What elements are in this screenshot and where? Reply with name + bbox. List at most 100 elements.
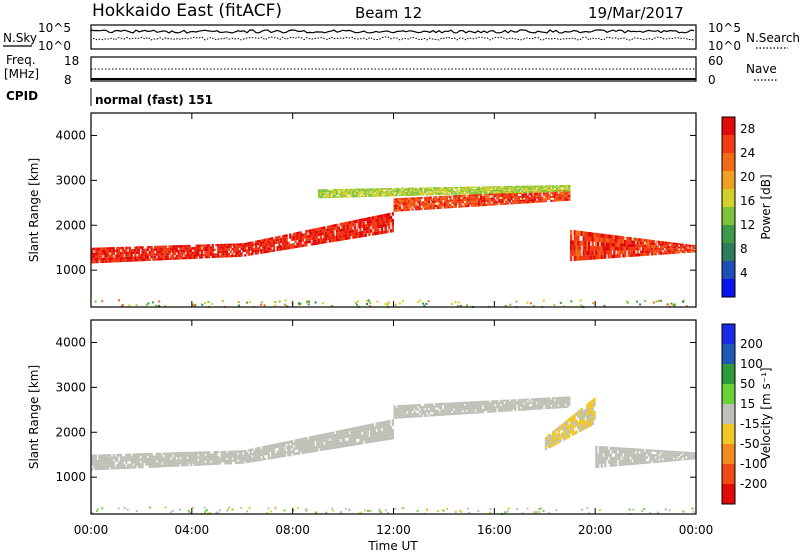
heatmap-cell bbox=[325, 190, 328, 193]
heatmap-cell bbox=[384, 437, 387, 441]
heatmap-cell bbox=[526, 301, 529, 304]
heatmap-cell bbox=[442, 198, 445, 201]
heatmap-cell bbox=[425, 203, 429, 206]
heatmap-cell bbox=[667, 458, 670, 460]
heatmap-cell bbox=[375, 422, 378, 426]
heatmap-cell bbox=[361, 191, 364, 193]
heatmap-cell bbox=[669, 246, 672, 249]
heatmap-cell bbox=[561, 432, 564, 436]
heatmap-cell bbox=[182, 459, 186, 462]
heatmap-cell bbox=[526, 188, 529, 190]
heatmap-cell bbox=[184, 454, 187, 457]
heatmap-cell bbox=[136, 455, 139, 459]
heatmap-cell bbox=[544, 200, 548, 203]
heatmap-cell bbox=[609, 456, 612, 461]
heatmap-cell bbox=[667, 454, 670, 457]
heatmap-cell bbox=[472, 189, 475, 191]
heatmap-cell bbox=[674, 251, 677, 254]
heatmap-cell bbox=[519, 408, 522, 411]
heatmap-cell bbox=[660, 460, 663, 463]
heatmap-cell bbox=[368, 195, 371, 197]
heatmap-cell bbox=[606, 246, 609, 251]
heatmap-cell bbox=[460, 186, 463, 189]
heatmap-cell bbox=[467, 194, 470, 197]
heatmap-cell bbox=[487, 197, 490, 200]
heatmap-cell bbox=[460, 194, 463, 197]
heatmap-cell bbox=[688, 458, 692, 460]
heatmap-cell bbox=[317, 445, 321, 449]
heatmap-cell bbox=[552, 192, 555, 195]
heatmap-cell bbox=[181, 254, 184, 257]
heatmap-cell bbox=[579, 416, 582, 421]
heatmap-cell bbox=[107, 255, 110, 258]
heatmap-cell bbox=[665, 460, 668, 462]
heatmap-cell bbox=[319, 437, 322, 440]
heatmap-cell bbox=[316, 241, 319, 245]
heatmap-cell bbox=[256, 252, 259, 255]
heatmap-cell bbox=[335, 192, 339, 194]
heatmap-cell bbox=[443, 402, 447, 405]
heatmap-cell bbox=[555, 509, 558, 512]
heatmap-cell bbox=[344, 230, 348, 234]
heatmap-cell bbox=[91, 260, 94, 264]
heatmap-cell bbox=[550, 192, 553, 195]
heatmap-cell bbox=[636, 241, 639, 245]
data-band bbox=[544, 397, 596, 451]
heatmap-cell bbox=[550, 437, 553, 440]
heatmap-cell bbox=[200, 453, 204, 457]
heatmap-cell bbox=[532, 189, 535, 191]
heatmap-cell bbox=[359, 435, 362, 439]
heatmap-cell bbox=[107, 467, 110, 470]
heatmap-cell bbox=[447, 189, 450, 191]
heatmap-cell bbox=[398, 409, 402, 412]
heatmap-cell bbox=[463, 410, 466, 413]
heatmap-cell bbox=[642, 241, 645, 245]
heatmap-cell bbox=[94, 260, 97, 264]
heatmap-cell bbox=[238, 452, 241, 455]
heatmap-cell bbox=[215, 255, 218, 258]
heatmap-cell bbox=[407, 406, 411, 409]
heatmap-cell bbox=[529, 302, 532, 305]
heatmap-cell bbox=[469, 191, 472, 193]
heatmap-cell bbox=[152, 460, 155, 463]
heatmap-cell bbox=[559, 400, 562, 403]
heatmap-cell bbox=[154, 258, 157, 261]
heatmap-cell bbox=[579, 250, 582, 256]
heatmap-cell bbox=[584, 409, 587, 413]
heatmap-cell bbox=[199, 244, 202, 247]
heatmap-cell bbox=[555, 433, 558, 437]
heatmap-cell bbox=[546, 442, 549, 445]
heatmap-cell bbox=[175, 452, 178, 455]
heatmap-cell bbox=[433, 200, 436, 203]
heatmap-cell bbox=[262, 455, 265, 459]
heatmap-cell bbox=[220, 243, 223, 247]
heatmap-cell bbox=[539, 397, 542, 400]
heatmap-cell bbox=[458, 197, 461, 200]
heatmap-cell bbox=[388, 222, 391, 227]
heatmap-cell bbox=[148, 506, 151, 509]
heatmap-cell bbox=[550, 199, 553, 202]
heatmap-cell bbox=[600, 453, 603, 457]
heatmap-cell bbox=[206, 253, 209, 256]
colorbar-tick-label: 100 bbox=[740, 357, 763, 371]
heatmap-cell bbox=[371, 232, 375, 236]
heatmap-cell bbox=[541, 399, 544, 402]
heatmap-cell bbox=[461, 199, 465, 202]
heatmap-cell bbox=[254, 459, 258, 462]
heatmap-cell bbox=[579, 245, 582, 251]
heatmap-cell bbox=[454, 402, 457, 405]
heatmap-cell bbox=[431, 207, 434, 210]
heatmap-cell bbox=[647, 461, 650, 464]
heatmap-cell bbox=[683, 454, 686, 456]
heatmap-cell bbox=[501, 399, 504, 402]
heatmap-cell bbox=[694, 452, 697, 454]
heatmap-cell bbox=[395, 202, 398, 205]
heatmap-cell bbox=[123, 251, 126, 255]
heatmap-cell bbox=[389, 215, 393, 220]
heatmap-cell bbox=[193, 247, 196, 250]
heatmap-cell bbox=[150, 455, 153, 458]
heatmap-cell bbox=[477, 509, 480, 512]
heatmap-cell bbox=[346, 191, 349, 194]
heatmap-cell bbox=[157, 455, 160, 458]
colorbar-tick-label: 200 bbox=[740, 337, 763, 351]
